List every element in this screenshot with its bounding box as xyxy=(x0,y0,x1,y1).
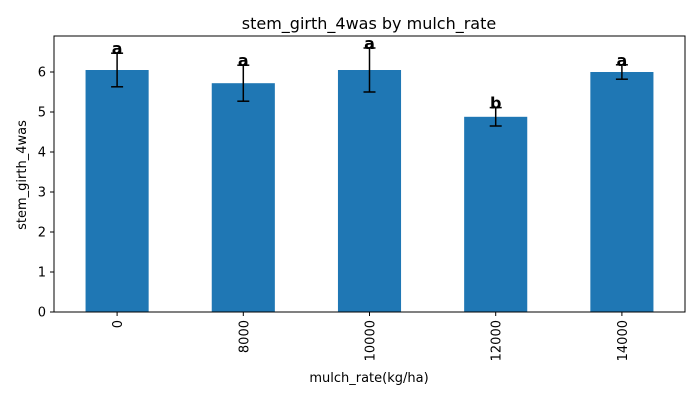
bar xyxy=(85,70,149,312)
x-tick-label: 14000 xyxy=(616,320,631,361)
x-tick-label: 10000 xyxy=(364,320,379,361)
significance-letter: b xyxy=(490,94,501,113)
plot-area: a 0 a 8000 a 10000 b 12000 a 14000 0 1 2 3 4 5 6 xyxy=(38,34,686,361)
y-tick-label: 3 xyxy=(38,186,46,201)
bar xyxy=(211,83,275,312)
y-tick-label: 6 xyxy=(38,66,46,81)
x-axis-label: mulch_rate(kg/ha) xyxy=(309,371,428,386)
bar xyxy=(590,72,654,312)
y-tick-label: 0 xyxy=(38,306,46,321)
bar xyxy=(464,116,528,312)
y-tick-label: 5 xyxy=(38,106,46,121)
plot-frame xyxy=(53,35,686,313)
significance-letter: a xyxy=(112,39,123,58)
x-tick-label: 12000 xyxy=(490,320,505,361)
x-tick-label: 8000 xyxy=(237,320,252,353)
significance-letter: a xyxy=(617,51,628,70)
y-tick-label: 2 xyxy=(38,226,46,241)
y-axis-label: stem_girth_4was xyxy=(15,120,30,230)
significance-letter: a xyxy=(238,51,249,70)
x-tick-label: 0 xyxy=(111,320,126,328)
y-tick-label: 1 xyxy=(38,266,46,281)
significance-letter: a xyxy=(364,34,375,53)
chart-title: stem_girth_4was by mulch_rate xyxy=(242,14,496,34)
y-tick-label: 4 xyxy=(38,146,46,161)
bar xyxy=(337,70,402,312)
